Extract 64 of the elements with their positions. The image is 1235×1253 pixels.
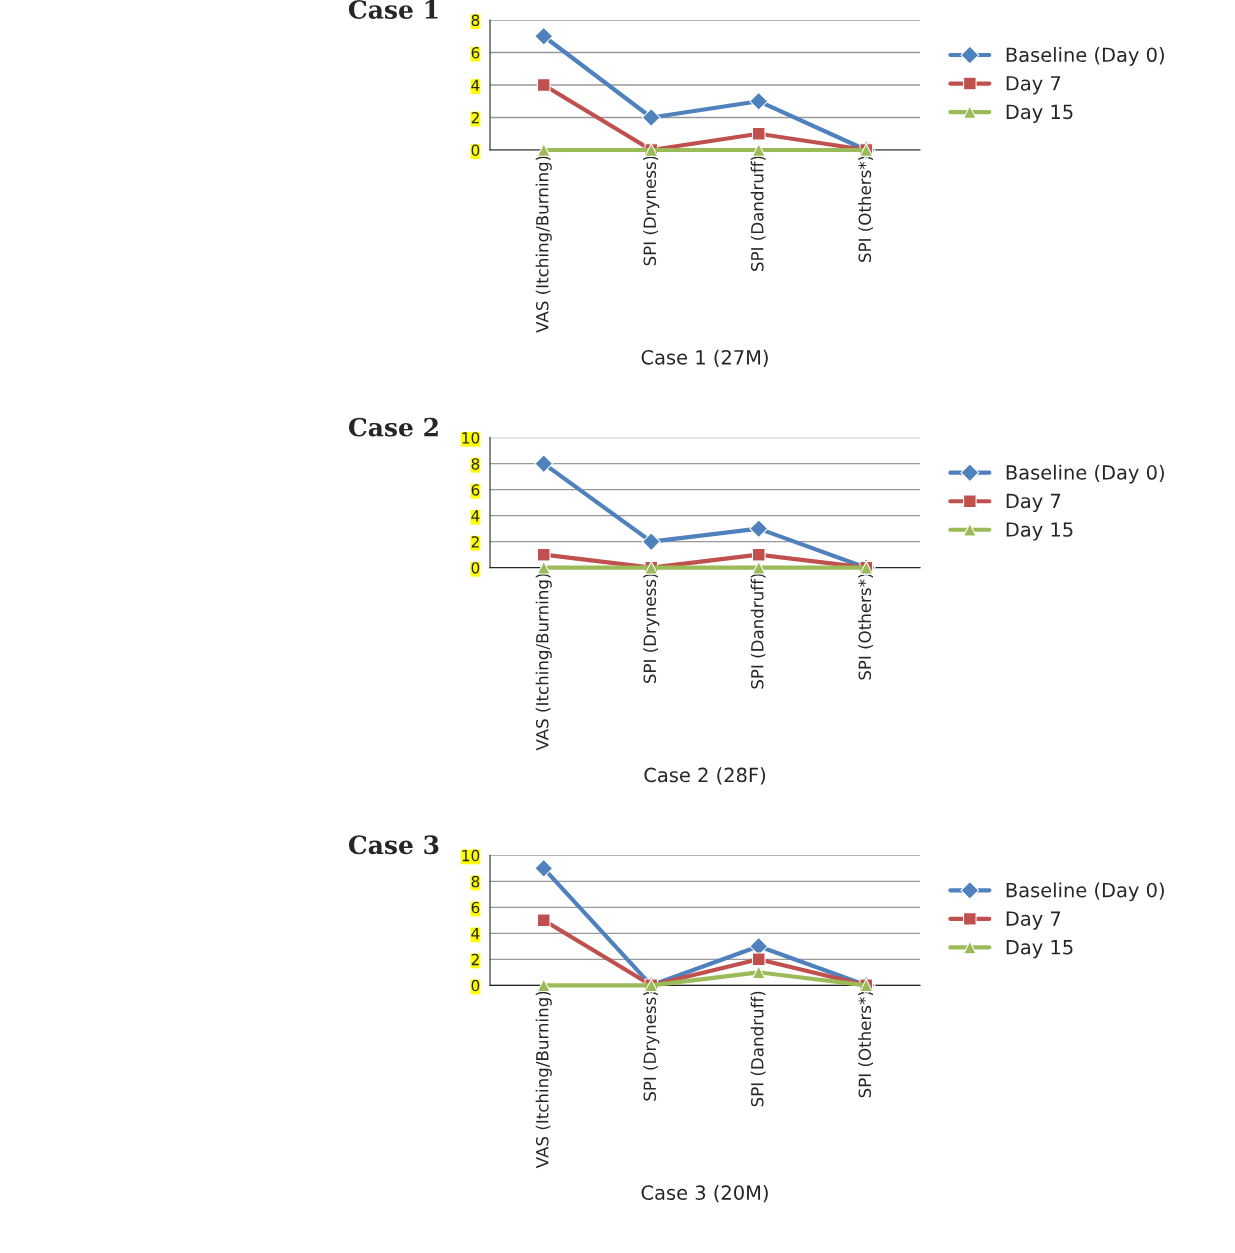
- x-tick-label: SPI (Dryness): [643, 156, 660, 266]
- point: [534, 26, 554, 46]
- y-tick-label: 0: [471, 979, 480, 992]
- y-tick-label: 4: [471, 928, 480, 940]
- point: [749, 91, 769, 111]
- point: [534, 858, 554, 878]
- point: [536, 78, 551, 92]
- point: [749, 936, 769, 956]
- legend-label: Baseline (Day 0): [1006, 882, 1164, 902]
- point: [534, 454, 554, 474]
- legend-label: Day 7: [1006, 493, 1061, 513]
- point: [536, 913, 551, 928]
- chart-title: Case 2: [348, 417, 438, 437]
- x-axis-title: Case 2 (28F): [644, 767, 766, 785]
- x-tick-label: SPI (Others*): [858, 573, 874, 680]
- chart-title: Case 3: [348, 835, 439, 855]
- point: [751, 560, 766, 575]
- y-tick-label: 8: [471, 875, 480, 888]
- x-tick-label: SPI (Dandruff): [750, 573, 766, 689]
- point: [751, 965, 766, 980]
- y-tick-label: 6: [471, 484, 480, 496]
- x-tick-label: SPI (Others*): [858, 156, 874, 262]
- y-tick-label: 4: [471, 510, 480, 522]
- point: [751, 952, 766, 967]
- point: [536, 560, 551, 575]
- y-tick-label: 4: [471, 79, 480, 91]
- y-tick-label: 10: [462, 849, 480, 862]
- legend-label: Day 15: [1006, 940, 1073, 959]
- y-tick-label: 2: [471, 536, 479, 548]
- point: [751, 126, 766, 141]
- x-tick-label: VAS (Itching/Burning): [535, 156, 552, 333]
- point: [749, 519, 769, 539]
- x-tick-label: VAS (Itching/Burning): [535, 991, 552, 1169]
- x-tick-label: SPI (Dandruff): [750, 156, 766, 271]
- point: [641, 532, 661, 552]
- legend-label: Baseline (Day 0): [1006, 464, 1164, 484]
- y-tick-label: 10: [462, 432, 480, 444]
- y-tick-label: 2: [471, 111, 479, 124]
- legend-label: Baseline (Day 0): [1006, 47, 1164, 66]
- y-tick-label: 6: [471, 901, 480, 914]
- legend-label: Day 7: [1006, 76, 1061, 95]
- chart-title: Case 1: [348, 0, 438, 19]
- x-tick-label: SPI (Dryness): [643, 573, 660, 684]
- point: [536, 547, 551, 562]
- x-tick-label: VAS (Itching/Burning): [535, 573, 552, 751]
- y-tick-label: 0: [471, 562, 480, 574]
- point: [536, 978, 551, 993]
- x-tick-label: SPI (Dryness): [643, 991, 660, 1101]
- y-tick-label: 8: [471, 458, 480, 470]
- x-tick-label: SPI (Dandruff): [750, 991, 766, 1107]
- y-tick-label: 2: [471, 953, 479, 966]
- legend-label: Day 7: [1006, 911, 1061, 930]
- point: [641, 108, 661, 127]
- y-tick-label: 8: [471, 14, 480, 27]
- point: [751, 547, 766, 562]
- point: [751, 143, 766, 157]
- y-tick-label: 0: [471, 144, 480, 157]
- x-tick-label: SPI (Others*): [858, 991, 874, 1098]
- x-axis-title: Case 3 (20M): [641, 1184, 768, 1203]
- y-tick-label: 6: [471, 46, 480, 59]
- legend-label: Day 15: [1006, 522, 1073, 541]
- x-axis-title: Case 1 (27M): [641, 349, 768, 367]
- point: [536, 143, 551, 157]
- legend-label: Day 15: [1006, 104, 1073, 123]
